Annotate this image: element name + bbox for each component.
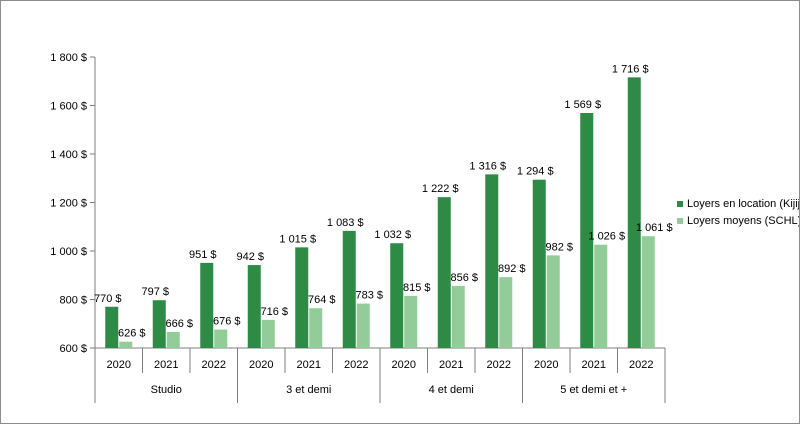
bar-schl — [214, 329, 228, 348]
bar-schl — [309, 308, 323, 348]
x-group-label: 3 et demi — [286, 384, 331, 396]
x-year-label: 2020 — [107, 359, 131, 371]
data-label: 1 032 $ — [374, 229, 411, 241]
bar-kijiji — [485, 174, 499, 348]
legend-swatch — [677, 201, 683, 207]
data-label: 1 083 $ — [327, 217, 364, 229]
bar-schl — [261, 319, 275, 348]
data-label: 1 026 $ — [588, 231, 625, 243]
bar-kijiji — [532, 179, 546, 348]
data-label: 1 222 $ — [422, 183, 459, 195]
data-label: 666 $ — [165, 318, 193, 330]
data-label: 764 $ — [308, 294, 336, 306]
data-label: 626 $ — [118, 328, 146, 340]
data-label: 797 $ — [141, 286, 169, 298]
y-tick-label: 1 600 $ — [50, 101, 87, 113]
y-tick-label: 800 $ — [59, 295, 87, 307]
y-tick-label: 1 200 $ — [50, 198, 87, 210]
x-group-label: Studio — [151, 384, 182, 396]
legend-swatch — [677, 218, 683, 224]
x-group-label: 4 et demi — [429, 384, 474, 396]
data-label: 892 $ — [498, 263, 526, 275]
bar-schl — [404, 295, 418, 348]
data-label: 1 716 $ — [612, 63, 649, 75]
bar-schl — [451, 285, 465, 348]
x-group-label: 5 et demi et + — [560, 384, 627, 396]
bar-schl — [499, 277, 513, 348]
bar-kijiji — [152, 300, 166, 348]
bar-schl — [546, 255, 560, 348]
x-year-label: 2021 — [297, 359, 321, 371]
bar-kijiji — [390, 243, 404, 348]
x-year-label: 2022 — [487, 359, 511, 371]
bar-kijiji — [200, 262, 214, 348]
bar-schl — [119, 341, 133, 348]
x-year-label: 2021 — [154, 359, 178, 371]
data-label: 951 $ — [189, 249, 217, 261]
x-year-label: 2021 — [439, 359, 463, 371]
x-year-label: 2020 — [392, 359, 416, 371]
data-label: 770 $ — [94, 293, 122, 305]
data-label: 982 $ — [545, 241, 573, 253]
x-year-label: 2022 — [629, 359, 653, 371]
bar-kijiji — [247, 265, 261, 348]
bar-schl — [641, 236, 655, 348]
data-label: 1 061 $ — [636, 222, 673, 234]
bar-kijiji — [105, 306, 119, 348]
bar-kijiji — [627, 77, 641, 349]
x-year-label: 2022 — [344, 359, 368, 371]
data-label: 783 $ — [355, 290, 383, 302]
data-label: 1 294 $ — [517, 166, 554, 178]
bar-kijiji — [580, 113, 594, 348]
data-label: 1 316 $ — [469, 160, 506, 172]
bar-schl — [356, 303, 370, 348]
y-tick-label: 1 400 $ — [50, 149, 87, 161]
data-label: 856 $ — [450, 272, 478, 284]
data-label: 1 015 $ — [279, 233, 316, 245]
data-label: 676 $ — [213, 316, 241, 328]
bar-kijiji — [437, 197, 451, 348]
bar-schl — [594, 244, 608, 348]
bar-kijiji — [295, 247, 309, 348]
bar-kijiji — [342, 230, 356, 348]
legend-label: Loyers moyens (SCHL) — [687, 215, 799, 227]
data-label: 942 $ — [236, 251, 264, 263]
y-tick-label: 600 $ — [59, 343, 87, 355]
y-tick-label: 1 800 $ — [50, 52, 87, 64]
x-year-label: 2021 — [582, 359, 606, 371]
x-year-label: 2020 — [249, 359, 273, 371]
bar-schl — [166, 331, 180, 348]
data-label: 815 $ — [403, 282, 431, 294]
data-label: 1 569 $ — [564, 99, 601, 111]
x-year-label: 2022 — [202, 359, 226, 371]
y-tick-label: 1 000 $ — [50, 246, 87, 258]
x-year-label: 2020 — [534, 359, 558, 371]
data-label: 716 $ — [260, 306, 288, 318]
legend-label: Loyers en location (Kijiji) — [687, 198, 799, 210]
